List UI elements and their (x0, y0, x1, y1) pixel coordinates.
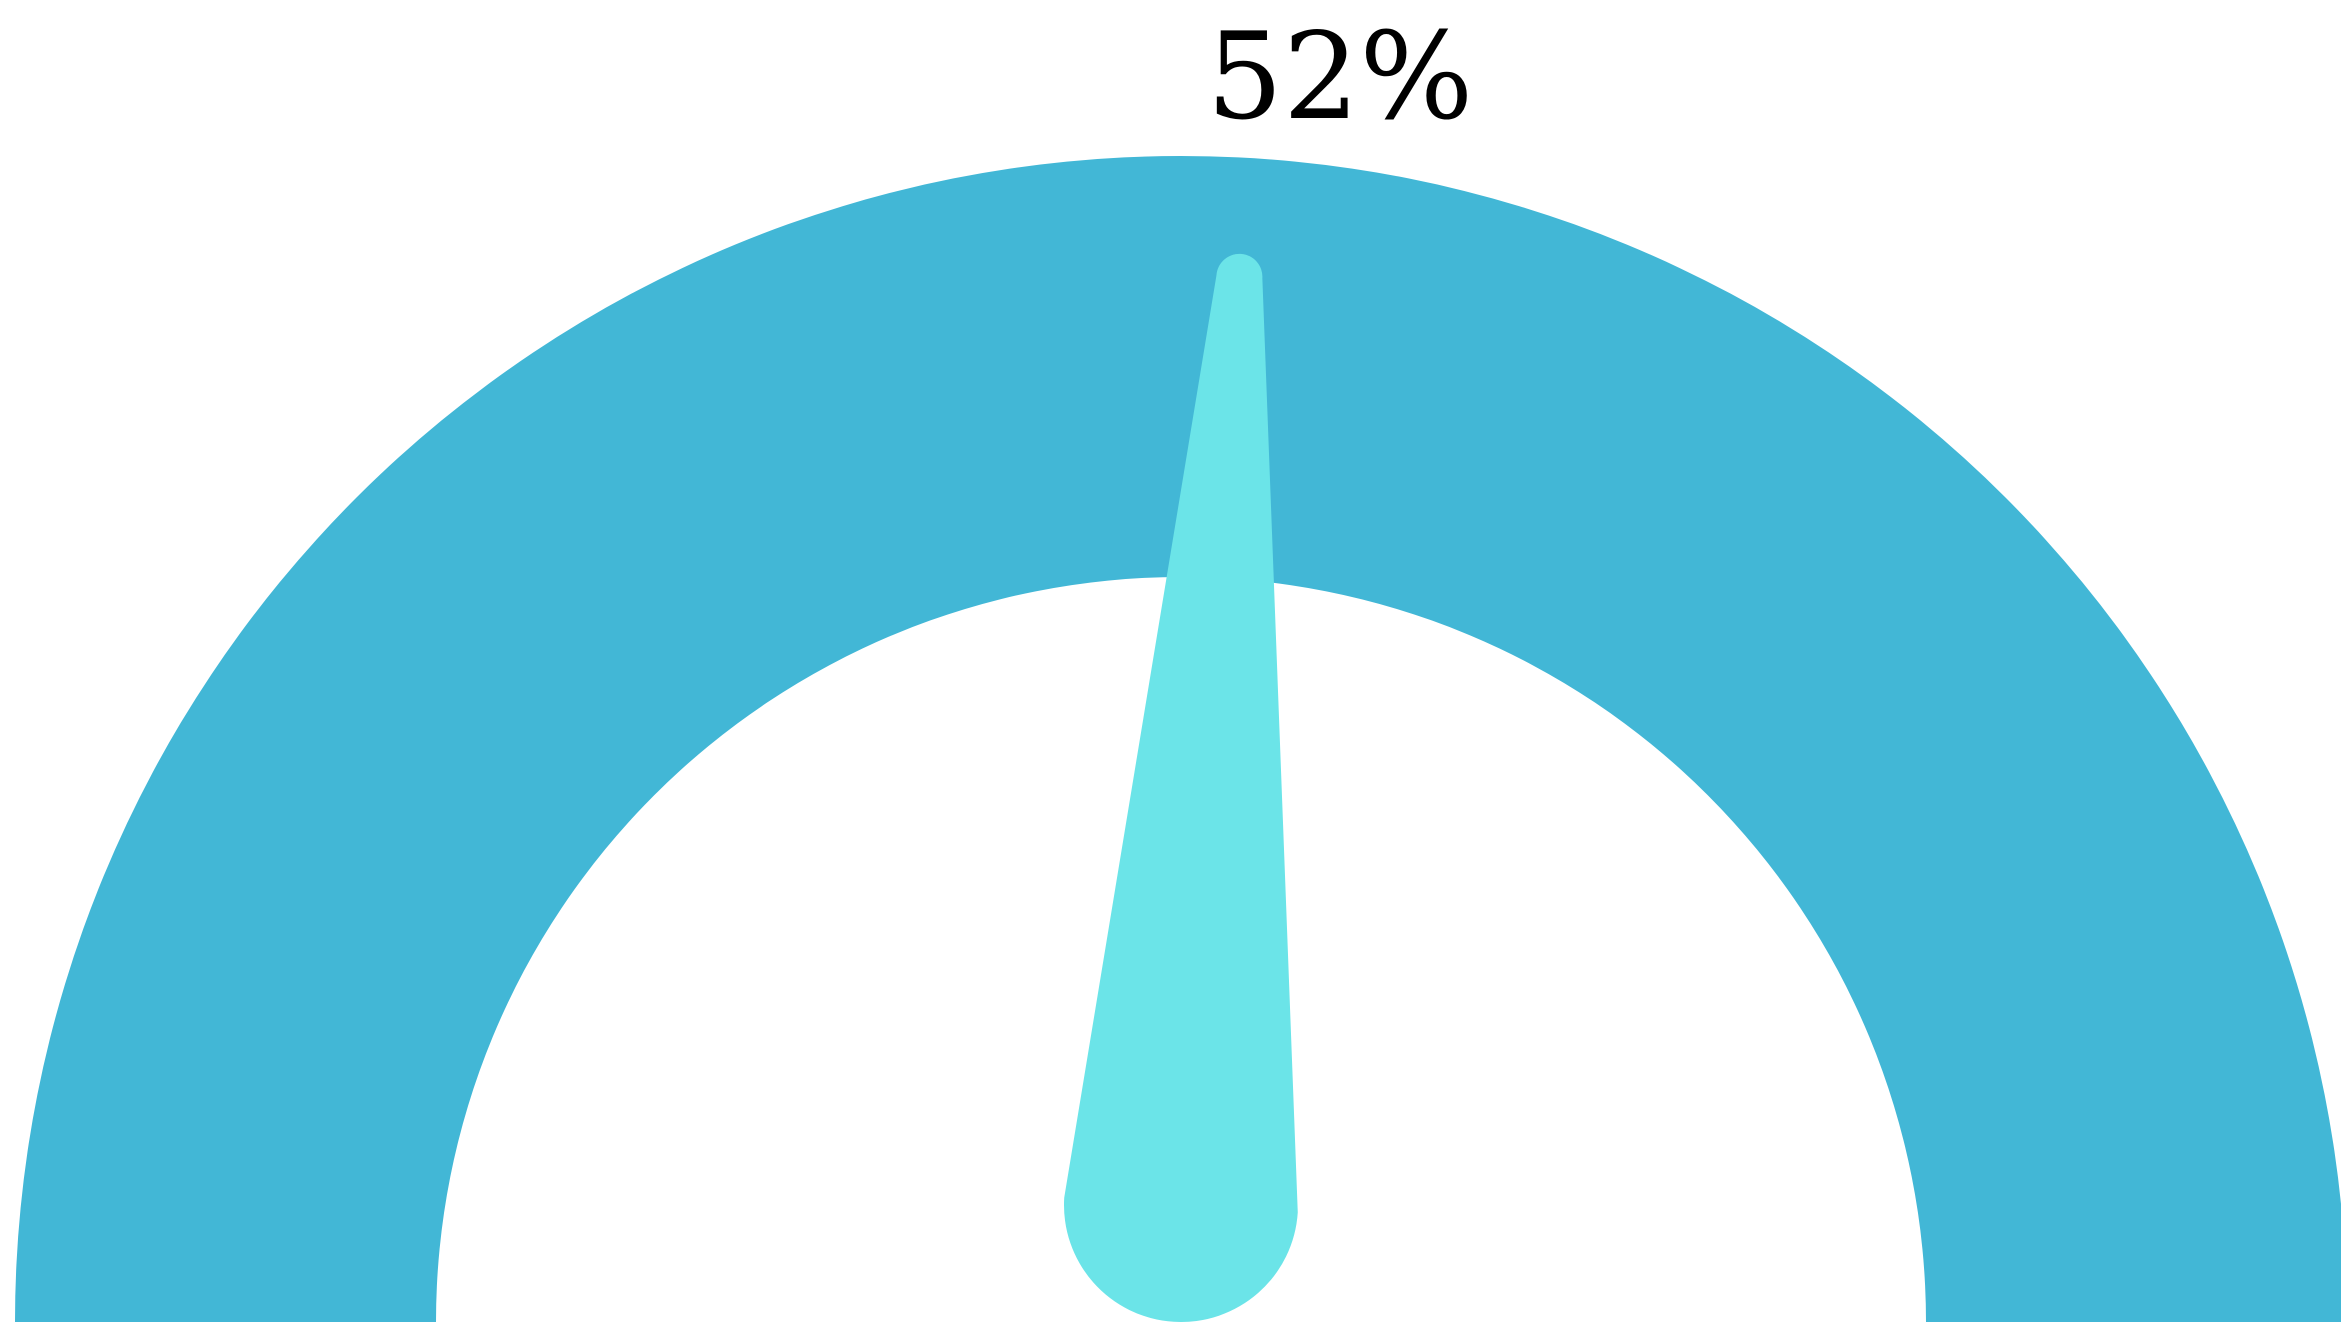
gauge-track (15, 156, 2341, 1322)
gauge-needle (1064, 253, 1298, 1322)
gauge-value-label: 52% (1207, 8, 1474, 147)
